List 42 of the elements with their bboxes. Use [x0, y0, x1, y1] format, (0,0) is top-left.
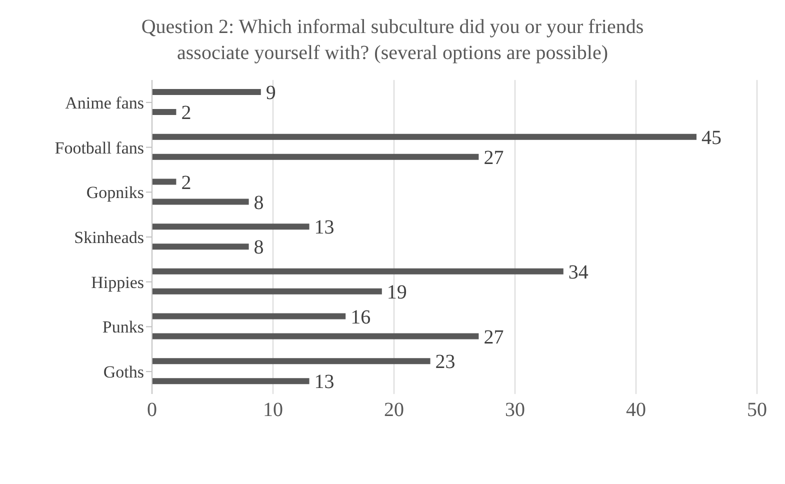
bar	[152, 154, 479, 160]
bar	[152, 89, 261, 95]
bar	[152, 109, 176, 115]
bar	[152, 244, 249, 250]
y-tick-label: Skinheads	[74, 228, 144, 248]
x-tick-label: 20	[384, 399, 404, 422]
x-tick-label: 40	[626, 399, 646, 422]
bar	[152, 268, 564, 274]
chart-title: Question 2: Which informal subculture did you or your friends associate yourself with? (several options are possible)	[140, 15, 645, 66]
data-label: 13	[314, 371, 334, 394]
data-label: 2	[181, 172, 192, 194]
x-tick-label: 0	[147, 399, 157, 422]
data-label: 2	[181, 102, 192, 124]
data-label: 45	[702, 126, 722, 149]
y-tick-label: Punks	[102, 318, 144, 337]
data-label: 23	[435, 351, 456, 374]
data-label: 27	[484, 146, 504, 169]
data-label: 8	[254, 236, 264, 259]
y-tick-label: Hippies	[91, 272, 144, 292]
data-label: 19	[386, 282, 407, 304]
data-label: 16	[350, 306, 371, 328]
bar	[152, 358, 430, 364]
bar	[152, 134, 696, 140]
x-tick-label: 10	[263, 399, 283, 422]
bar	[152, 178, 176, 185]
data-label: 27	[484, 326, 504, 348]
bar	[152, 288, 382, 294]
y-tick-label: Goths	[103, 362, 144, 382]
data-label: 13	[314, 216, 334, 239]
x-tick-label: 30	[505, 399, 525, 422]
data-label: 9	[266, 82, 276, 104]
bar	[152, 378, 310, 384]
y-tick-label: Gopniks	[86, 183, 144, 202]
bar	[152, 313, 346, 320]
y-tick-label: Anime fans	[65, 93, 144, 112]
y-tick-label: Football fans	[54, 138, 144, 158]
data-label: 34	[568, 262, 588, 284]
bar	[152, 224, 310, 230]
x-tick-label: 50	[747, 399, 767, 422]
data-label: 8	[254, 192, 264, 214]
bar	[152, 333, 479, 340]
bar	[152, 198, 249, 205]
